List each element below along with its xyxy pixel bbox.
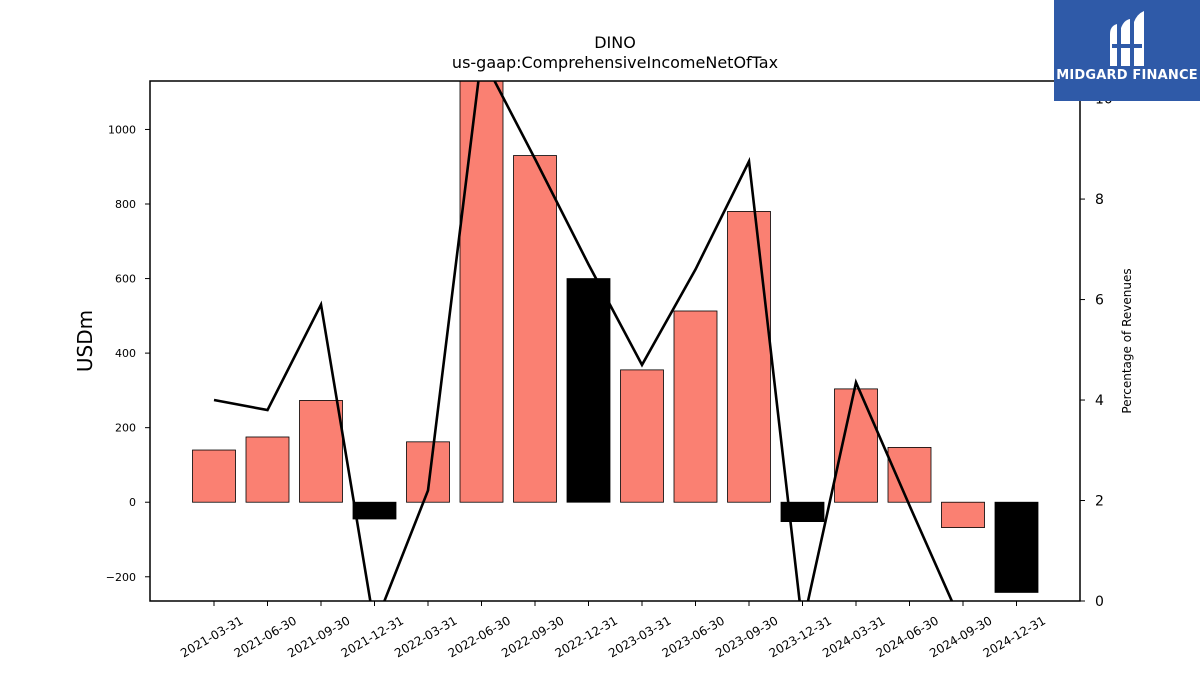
bar-2022-12-31 [566, 278, 611, 503]
y-tick-label: 800 [115, 198, 136, 211]
midgard-logo-icon [1110, 11, 1144, 66]
y-axis: −200 0 200 400 600 800 1000 [106, 123, 150, 584]
y2-tick-label: 6 [1095, 293, 1104, 309]
y2-tick-label: 2 [1095, 494, 1104, 510]
x-axis: 2021-03-312021-06-302021-09-302021-12-31… [178, 601, 1048, 660]
y2-axis-label: Percentage of Revenues [1120, 268, 1134, 413]
logo-text: MIDGARD FINANCE [1056, 68, 1198, 83]
bar-2023-12-31 [780, 501, 825, 523]
y2-axis: 0246810 [1080, 92, 1113, 610]
bar-2021-03-31 [192, 449, 236, 503]
y-tick-label: 0 [129, 496, 136, 509]
bar-2023-06-30 [673, 310, 718, 503]
plot-frame [149, 80, 1081, 602]
bars-group [192, 81, 1039, 593]
y2-tick-label: 4 [1095, 393, 1104, 409]
y2-tick-label: 0 [1095, 594, 1104, 610]
y-tick-label: −200 [106, 571, 136, 584]
bar-2022-09-30 [513, 155, 557, 503]
bar-2021-09-30 [299, 400, 343, 503]
percentage-line [213, 81, 954, 601]
y-tick-label: 400 [115, 347, 136, 360]
bar-2023-09-30 [727, 211, 771, 503]
bar-2024-12-31 [994, 501, 1039, 593]
bar-2024-06-30 [887, 447, 932, 503]
bar-2021-12-31 [352, 501, 397, 520]
y-axis-label: USDm [73, 310, 97, 372]
chart-subtitle: us-gaap:ComprehensiveIncomeNetOfTax [452, 53, 778, 72]
bar-2024-09-30 [941, 501, 985, 528]
y-tick-label: 1000 [108, 123, 136, 136]
logo: MIDGARD FINANCE [1054, 0, 1200, 101]
line-group [213, 81, 954, 601]
bar-2021-06-30 [245, 436, 290, 503]
bar-2023-03-31 [620, 369, 664, 503]
bar-2022-06-30 [459, 81, 504, 503]
y-tick-label: 600 [115, 273, 136, 286]
y2-tick-label: 8 [1095, 192, 1104, 208]
y-tick-label: 200 [115, 422, 136, 435]
chart-title: DINO [594, 33, 636, 52]
